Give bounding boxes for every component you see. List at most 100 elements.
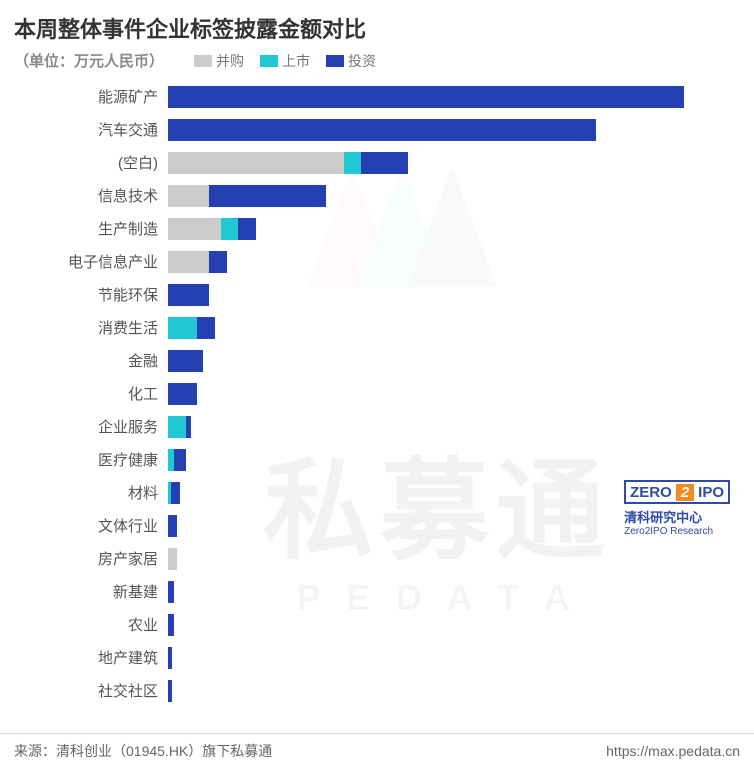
chart-row: (空白) bbox=[0, 146, 754, 179]
row-label: 房产家居 bbox=[0, 548, 168, 569]
bar-segment bbox=[168, 614, 174, 636]
chart-row: 文体行业 bbox=[0, 509, 754, 542]
row-label: 生产制造 bbox=[0, 218, 168, 239]
legend-item: 并购 bbox=[194, 51, 244, 71]
bar-segment bbox=[168, 251, 209, 273]
row-bar bbox=[168, 251, 754, 273]
bar-segment bbox=[209, 251, 227, 273]
row-bar bbox=[168, 119, 754, 141]
bar-segment bbox=[168, 218, 221, 240]
bar-segment bbox=[168, 317, 197, 339]
row-bar bbox=[168, 680, 754, 702]
row-label: 社交社区 bbox=[0, 680, 168, 701]
row-bar bbox=[168, 581, 754, 603]
legend-swatch bbox=[194, 55, 212, 67]
row-bar bbox=[168, 317, 754, 339]
chart-row: 金融 bbox=[0, 344, 754, 377]
bar-segment bbox=[238, 218, 256, 240]
bar-segment bbox=[168, 185, 209, 207]
legend-swatch bbox=[326, 55, 344, 67]
row-bar bbox=[168, 548, 754, 570]
bar-segment bbox=[168, 152, 344, 174]
chart-title: 本周整体事件企业标签披露金额对比 bbox=[0, 0, 754, 50]
footer-url: https://max.pedata.cn bbox=[606, 743, 740, 759]
row-bar bbox=[168, 482, 754, 504]
bar-segment bbox=[344, 152, 362, 174]
bar-segment bbox=[186, 416, 192, 438]
row-label: 文体行业 bbox=[0, 515, 168, 536]
bar-segment bbox=[168, 647, 172, 669]
footer: 来源：清科创业（01945.HK）旗下私募通 https://max.pedat… bbox=[0, 733, 754, 767]
row-bar bbox=[168, 614, 754, 636]
row-label: 企业服务 bbox=[0, 416, 168, 437]
chart-row: 房产家居 bbox=[0, 542, 754, 575]
chart-row: 汽车交通 bbox=[0, 113, 754, 146]
legend-label: 上市 bbox=[282, 51, 310, 71]
legend-swatch bbox=[260, 55, 278, 67]
row-bar bbox=[168, 350, 754, 372]
chart-row: 化工 bbox=[0, 377, 754, 410]
legend-item: 投资 bbox=[326, 51, 376, 71]
row-label: (空白) bbox=[0, 152, 168, 173]
row-bar bbox=[168, 647, 754, 669]
row-label: 信息技术 bbox=[0, 185, 168, 206]
chart-row: 信息技术 bbox=[0, 179, 754, 212]
row-label: 金融 bbox=[0, 350, 168, 371]
row-label: 消费生活 bbox=[0, 317, 168, 338]
bar-segment bbox=[171, 482, 180, 504]
row-label: 医疗健康 bbox=[0, 449, 168, 470]
row-bar bbox=[168, 383, 754, 405]
row-label: 化工 bbox=[0, 383, 168, 404]
bar-segment bbox=[361, 152, 408, 174]
bar-segment bbox=[168, 581, 174, 603]
chart-row: 消费生活 bbox=[0, 311, 754, 344]
bar-segment bbox=[168, 515, 177, 537]
chart-row: 节能环保 bbox=[0, 278, 754, 311]
subtitle-legend-row: （单位：万元人民币） 并购 上市 投资 bbox=[0, 50, 754, 81]
footer-source: 来源：清科创业（01945.HK）旗下私募通 bbox=[14, 741, 272, 761]
bar-segment bbox=[168, 548, 177, 570]
chart-subtitle: （单位：万元人民币） bbox=[14, 50, 164, 71]
bar-segment bbox=[174, 449, 186, 471]
chart-row: 能源矿产 bbox=[0, 80, 754, 113]
chart-row: 材料 bbox=[0, 476, 754, 509]
chart-row: 农业 bbox=[0, 608, 754, 641]
chart-row: 医疗健康 bbox=[0, 443, 754, 476]
bar-segment bbox=[209, 185, 326, 207]
bar-segment bbox=[168, 350, 203, 372]
row-bar bbox=[168, 284, 754, 306]
row-bar bbox=[168, 185, 754, 207]
bar-segment bbox=[221, 218, 239, 240]
bar-segment bbox=[168, 284, 209, 306]
row-label: 材料 bbox=[0, 482, 168, 503]
row-label: 节能环保 bbox=[0, 284, 168, 305]
row-label: 地产建筑 bbox=[0, 647, 168, 668]
row-label: 新基建 bbox=[0, 581, 168, 602]
bar-segment bbox=[168, 416, 186, 438]
chart-row: 生产制造 bbox=[0, 212, 754, 245]
row-label: 电子信息产业 bbox=[0, 251, 168, 272]
chart-row: 地产建筑 bbox=[0, 641, 754, 674]
row-label: 农业 bbox=[0, 614, 168, 635]
legend-label: 投资 bbox=[348, 51, 376, 71]
row-bar bbox=[168, 86, 754, 108]
row-bar bbox=[168, 218, 754, 240]
row-bar bbox=[168, 449, 754, 471]
row-bar bbox=[168, 416, 754, 438]
bar-segment bbox=[197, 317, 215, 339]
chart-row: 社交社区 bbox=[0, 674, 754, 707]
legend-item: 上市 bbox=[260, 51, 310, 71]
row-label: 能源矿产 bbox=[0, 86, 168, 107]
legend-label: 并购 bbox=[216, 51, 244, 71]
legend: 并购 上市 投资 bbox=[194, 51, 376, 71]
row-bar bbox=[168, 152, 754, 174]
chart-row: 企业服务 bbox=[0, 410, 754, 443]
bars-container: 能源矿产汽车交通 (空白) 信息技术生产制造电子信息产业节能环保消费生活金融化工企业… bbox=[0, 80, 754, 707]
bar-segment bbox=[168, 119, 596, 141]
bar-segment bbox=[168, 680, 172, 702]
chart-row: 电子信息产业 bbox=[0, 245, 754, 278]
bar-segment bbox=[168, 383, 197, 405]
bar-segment bbox=[168, 86, 684, 108]
row-bar bbox=[168, 515, 754, 537]
chart-row: 新基建 bbox=[0, 575, 754, 608]
